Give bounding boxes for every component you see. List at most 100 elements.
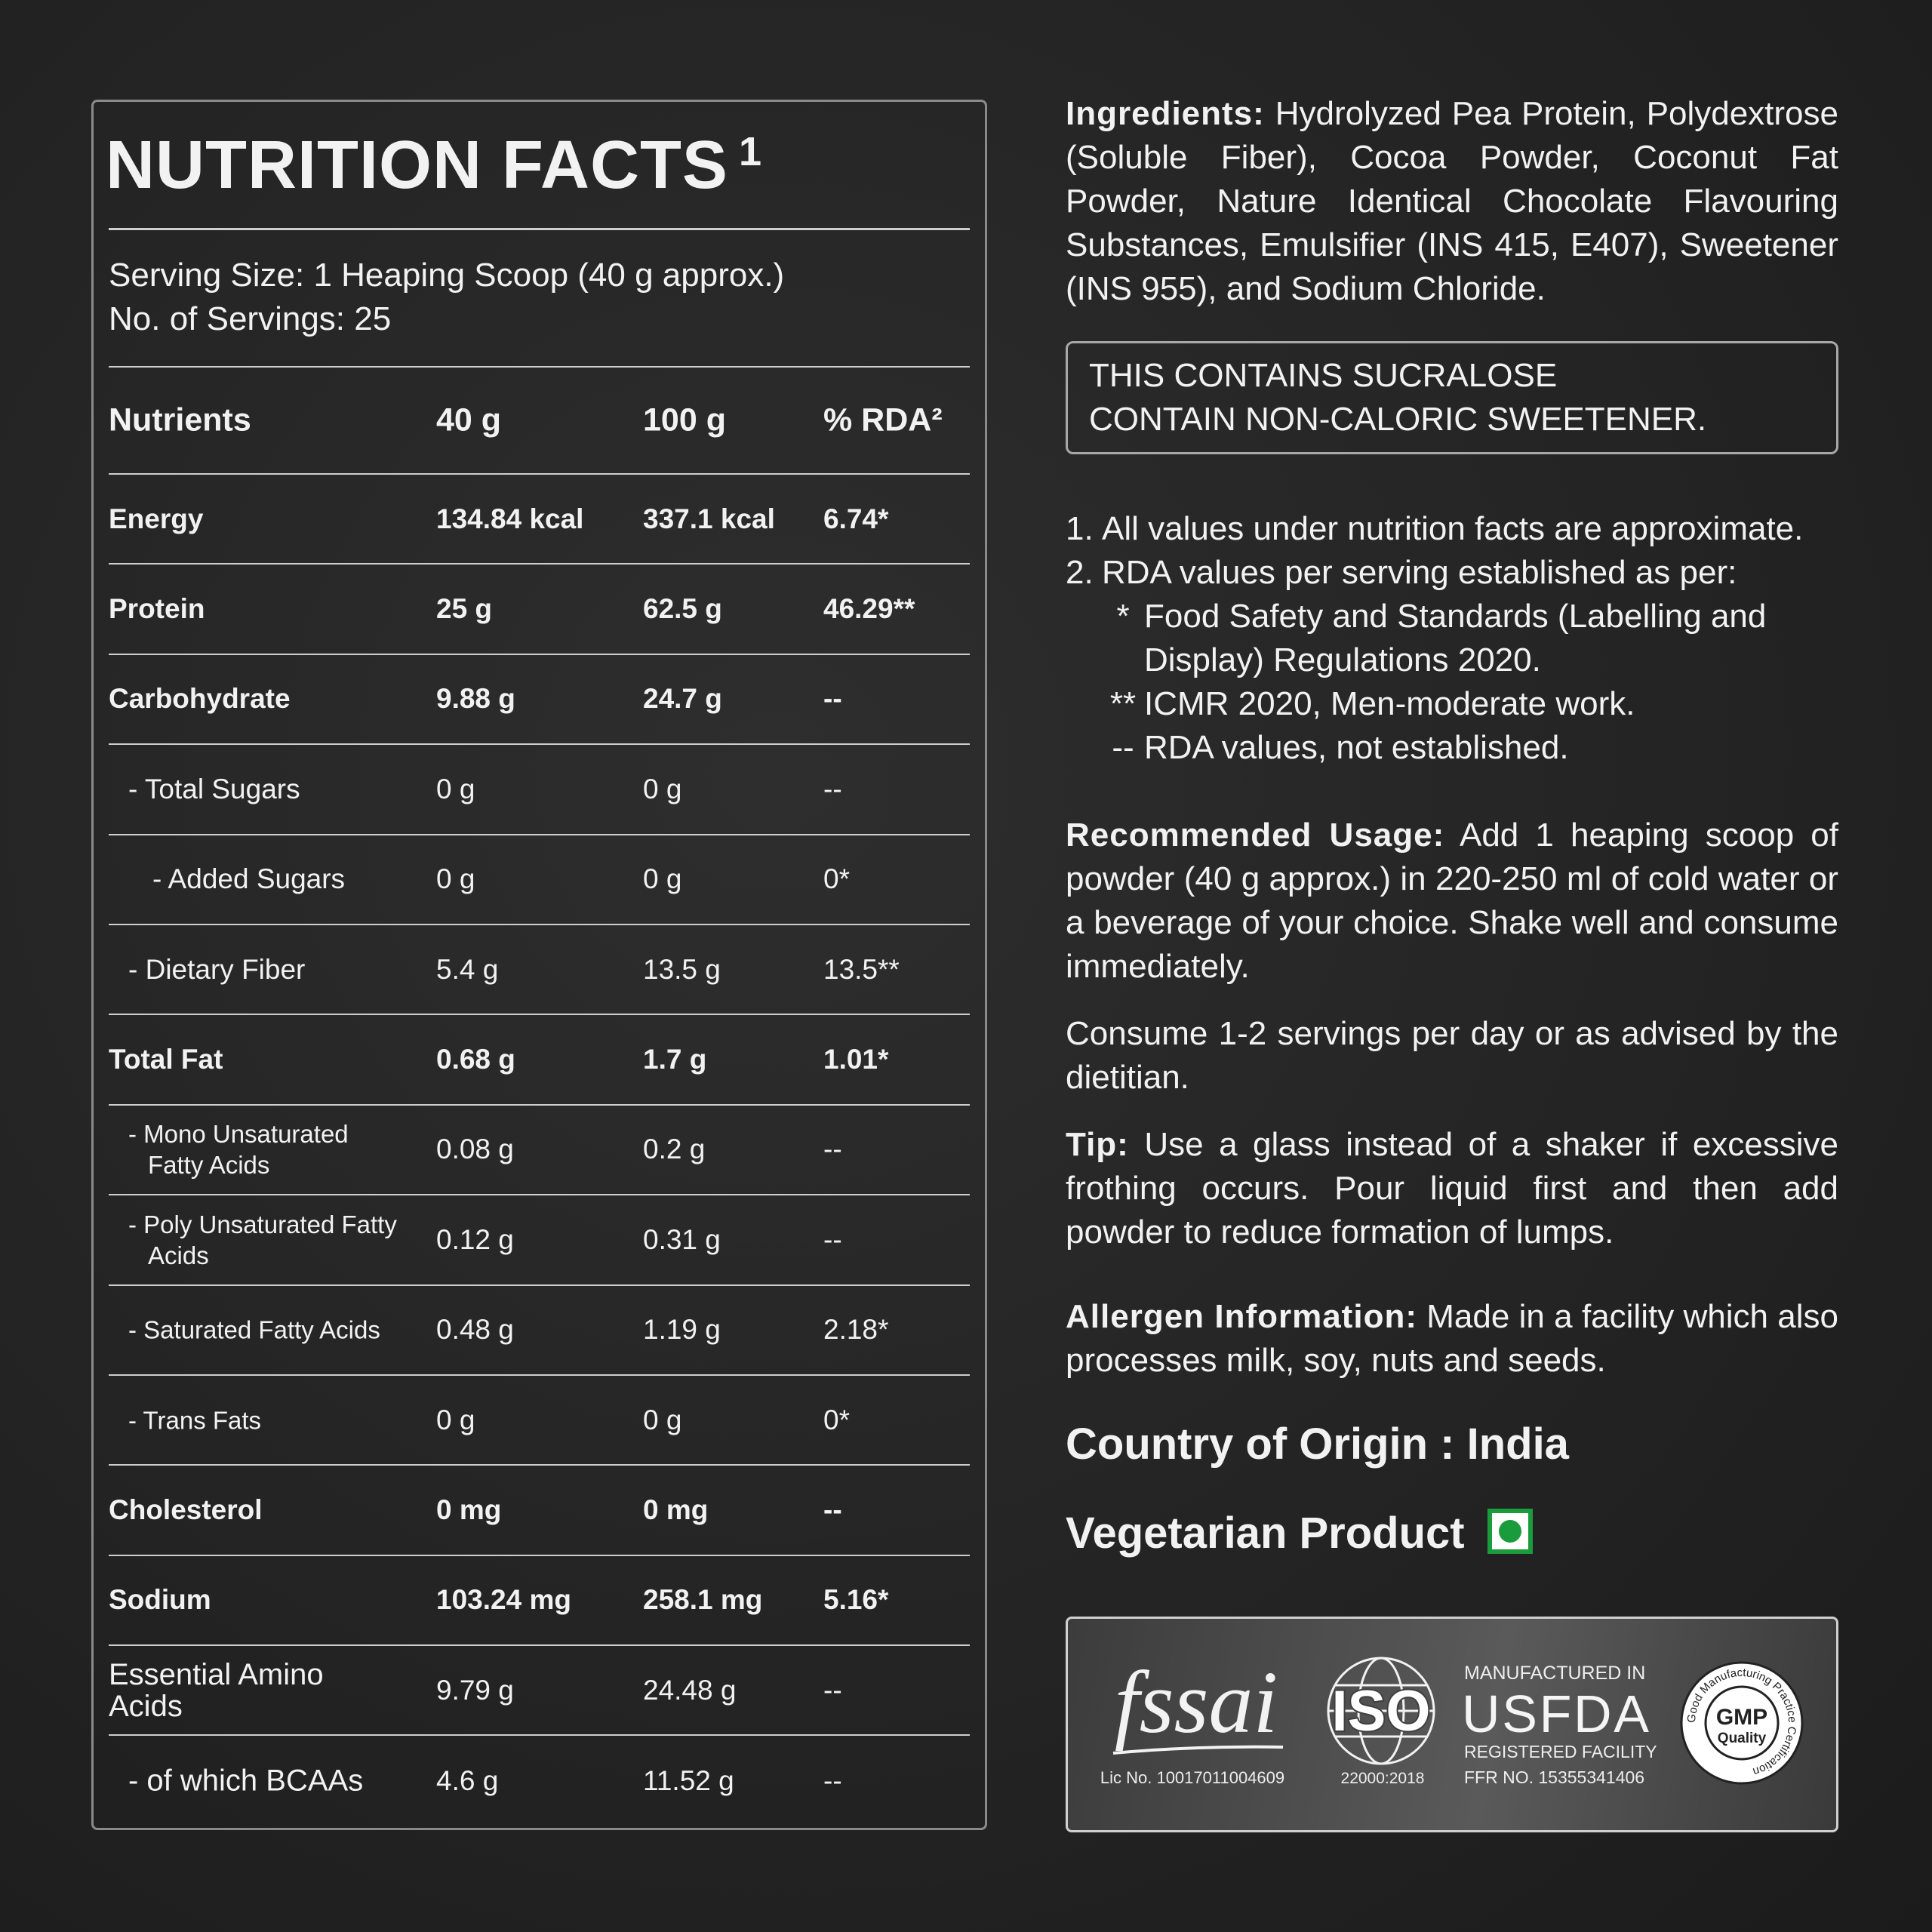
row-value: --	[823, 1134, 842, 1165]
title-text: NUTRITION FACTS	[106, 128, 728, 203]
fssai-license: Lic No. 10017011004609	[1100, 1768, 1284, 1787]
row-value: 11.52 g	[643, 1765, 734, 1797]
usage: Recommended Usage: Add 1 heaping scoop o…	[1066, 814, 1838, 989]
table-row: Carbohydrate 9.88 g 24.7 g --	[109, 655, 970, 746]
note-marker: *	[1116, 598, 1130, 635]
row-value: 6.74*	[823, 503, 889, 534]
ingredients-paragraph: Ingredients: Hydrolyzed Pea Protein, Pol…	[1066, 92, 1838, 311]
row-label: Total Fat	[109, 1044, 223, 1075]
row-label: Essential Amino Acids	[109, 1657, 324, 1723]
row-value: 0 g	[436, 1404, 475, 1435]
tip-paragraph: Tip: Use a glass instead of a shaker if …	[1066, 1123, 1838, 1254]
note-text: RDA values, not established.	[1144, 729, 1569, 766]
certifications: fssai Lic No. 10017011004609 ISO 22000:2…	[1066, 1617, 1838, 1832]
row-value: 40 g	[436, 401, 502, 438]
row-label: - Trans Fats	[128, 1406, 262, 1435]
table-row: Nutrients 40 g 100 g % RDA²	[109, 368, 970, 475]
row-value: 24.48 g	[643, 1674, 737, 1706]
row-value: 0 g	[436, 773, 475, 804]
row-value: 13.5 g	[643, 953, 721, 985]
note: -- RDA values, not established.	[1066, 726, 1838, 770]
row-value: 24.7 g	[643, 683, 722, 715]
allergen-label: Allergen Information:	[1066, 1298, 1417, 1335]
table-row: - Saturated Fatty Acids 0.48 g 1.19 g 2.18*	[109, 1286, 970, 1376]
note-text: ICMR 2020, Men-moderate work.	[1144, 685, 1635, 722]
tip: Tip: Use a glass instead of a shaker if …	[1066, 1123, 1838, 1254]
row-value: 1.01*	[823, 1044, 889, 1075]
note-text: RDA values per serving established as pe…	[1102, 554, 1737, 591]
servings-advice-text: Consume 1-2 servings per day or as advis…	[1066, 1015, 1838, 1096]
divider	[109, 228, 970, 230]
table-row: - Mono Unsaturated Fatty Acids 0.08 g 0.2 …	[109, 1106, 970, 1196]
gmp-sub: Quality	[1718, 1730, 1767, 1746]
table-row: - Added Sugars 0 g 0 g 0*	[109, 835, 970, 925]
allergen-text: Made in a facility which also processes …	[1066, 1298, 1838, 1379]
row-value: 0*	[823, 1404, 850, 1435]
veg-icon	[1487, 1509, 1533, 1554]
ingredients: Ingredients: Hydrolyzed Pea Protein, Pol…	[1066, 92, 1838, 311]
vegetarian-text: Vegetarian Product	[1066, 1509, 1465, 1558]
note-marker: 1.	[1066, 510, 1094, 547]
row-value: 337.1 kcal	[643, 503, 775, 534]
row-label: Nutrients	[109, 401, 251, 438]
row-value: 100 g	[643, 401, 726, 438]
row-label: - Saturated Fatty Acids	[128, 1315, 380, 1344]
row-label: - Poly Unsaturated Fatty Acids	[128, 1210, 397, 1269]
note-marker: **	[1109, 685, 1137, 722]
row-value: 0.12 g	[436, 1223, 514, 1255]
row-label: - of which BCAAs	[128, 1764, 364, 1798]
note: ** ICMR 2020, Men-moderate work.	[1066, 682, 1838, 726]
row-label: - Mono Unsaturated Fatty Acids	[128, 1120, 349, 1180]
row-label: - Total Sugars	[128, 773, 300, 804]
row-value: 0 g	[643, 773, 682, 804]
row-value: % RDA²	[823, 401, 943, 438]
usage-paragraph: Recommended Usage: Add 1 heaping scoop o…	[1066, 814, 1838, 989]
vegetarian: Vegetarian Product	[1066, 1508, 1533, 1558]
row-value: 0 g	[643, 863, 682, 895]
row-value: --	[823, 1223, 842, 1255]
row-value: 0 mg	[643, 1494, 709, 1525]
tip-text: Use a glass instead of a shaker if exces…	[1066, 1126, 1838, 1251]
servings: No. of Servings: 25	[109, 300, 392, 337]
row-value: 0.68 g	[436, 1044, 515, 1075]
country-of-origin: Country of Origin : India	[1066, 1420, 1569, 1469]
note: 1. All values under nutrition facts are a…	[1066, 507, 1838, 551]
row-label: - Dietary Fiber	[128, 953, 306, 985]
iso-standard: 22000:2018	[1341, 1770, 1425, 1787]
row-value: 0.2 g	[643, 1134, 706, 1165]
row-value: 46.29**	[823, 593, 915, 625]
gmp-seal	[1680, 1661, 1804, 1785]
row-value: 0*	[823, 863, 850, 895]
row-value: 9.88 g	[436, 683, 515, 715]
row-value: 0.31 g	[643, 1223, 721, 1255]
table-row: - Dietary Fiber 5.4 g 13.5 g 13.5**	[109, 925, 970, 1016]
row-label: - Added Sugars	[152, 863, 346, 895]
table-row: - Trans Fats 0 g 0 g 0*	[109, 1376, 970, 1466]
table-row: Energy 134.84 kcal 337.1 kcal 6.74*	[109, 475, 970, 565]
fssai-logo: fssai	[1115, 1653, 1278, 1752]
row-value: 2.18*	[823, 1314, 889, 1346]
row-value: 62.5 g	[643, 593, 722, 625]
row-value: 5.4 g	[436, 953, 499, 985]
nutrition-panel	[91, 100, 987, 1830]
warning-line: CONTAIN NON-CALORIC SWEETENER.	[1089, 401, 1707, 438]
note-text: All values under nutrition facts are app…	[1102, 510, 1804, 547]
row-value: 258.1 mg	[643, 1584, 763, 1616]
note-marker: --	[1112, 729, 1134, 766]
table-row: Total Fat 0.68 g 1.7 g 1.01*	[109, 1015, 970, 1106]
row-value: 0 g	[643, 1404, 682, 1435]
ingredients-text: Hydrolyzed Pea Protein, Polydextrose (So…	[1066, 95, 1838, 307]
nutrition-table: Nutrients 40 g 100 g % RDA² Energy 134.84 kca…	[109, 366, 970, 1826]
notes: 1. All values under nutrition facts are a…	[1066, 507, 1838, 770]
row-value: 0 g	[436, 863, 475, 895]
warning-box: THIS CONTAINS SUCRALOSE CONTAIN NON-CALO…	[1066, 341, 1838, 454]
row-value: 5.16*	[823, 1584, 889, 1616]
cert-logos: fssai Lic No. 10017011004609 ISO 22000:2…	[1100, 1653, 1804, 1787]
servings-advice: Consume 1-2 servings per day or as advis…	[1066, 1012, 1838, 1100]
usage-text: Add 1 heaping scoop of powder (40 g appr…	[1066, 817, 1838, 985]
usfda-top: MANUFACTURED IN	[1464, 1663, 1645, 1684]
iso-logo: ISO	[1332, 1679, 1431, 1743]
usfda-ffr: FFR NO. 15355341406	[1464, 1767, 1644, 1787]
row-value: --	[823, 1765, 842, 1797]
